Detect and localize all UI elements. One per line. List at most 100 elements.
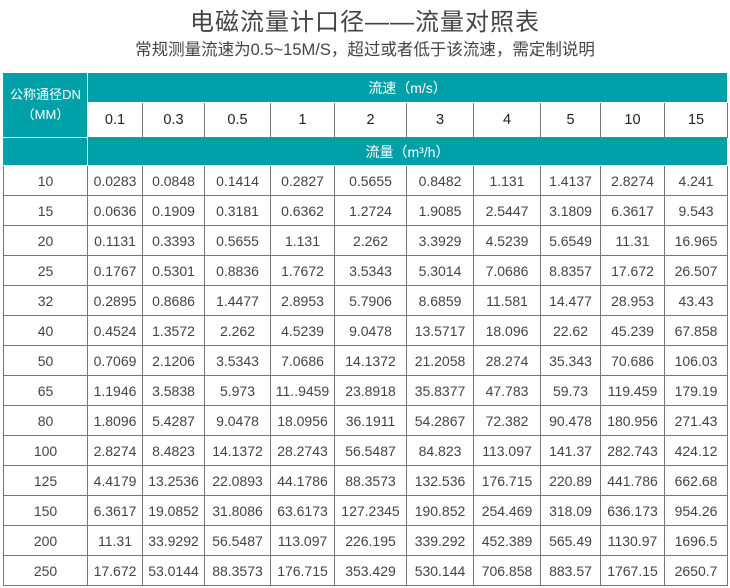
dn-cell: 32	[3, 285, 88, 316]
flow-cell: 19.0852	[142, 495, 205, 526]
flow-cell: 132.536	[406, 465, 474, 496]
speed-cell: 4	[473, 102, 541, 138]
dn-cell: 125	[3, 465, 88, 496]
flow-cell: 0.6362	[270, 195, 335, 226]
flow-cell: 88.3573	[204, 555, 271, 586]
flow-cell: 11.31	[600, 225, 665, 256]
flow-cell: 176.715	[270, 555, 335, 586]
table-row: 50 0.7069 2.1206 3.5343 7.0686 14.1372 21.2058…	[3, 345, 729, 376]
flow-cell: 8.4823	[142, 435, 205, 466]
flow-cell: 17.672	[87, 555, 143, 586]
flow-cell: 3.5343	[204, 345, 271, 376]
flow-cell: 176.715	[473, 465, 541, 496]
flow-cell: 662.68	[663, 465, 729, 496]
dn-cell: 150	[3, 495, 88, 526]
flow-cell: 0.1414	[204, 165, 271, 196]
dn-cell: 25	[3, 255, 88, 286]
dn-header-line1: 公称通径DN	[10, 87, 81, 102]
dn-cell: 200	[3, 525, 88, 556]
flow-cell: 26.507	[663, 255, 729, 286]
flow-cell: 1.9085	[406, 195, 474, 226]
table-row: 65 1.1946 3.5838 5.973 11..9459 23.8918 35.837…	[3, 375, 729, 406]
dn-cell: 10	[3, 165, 88, 196]
dn-cell: 250	[3, 555, 88, 586]
dn-cell: 80	[3, 405, 88, 436]
flow-cell: 4.241	[663, 165, 729, 196]
flow-cell: 0.5301	[142, 255, 205, 286]
speed-cell: 0.1	[87, 102, 143, 138]
table-row: 150 6.3617 19.0852 31.8086 63.6173 127.2345 19…	[3, 495, 729, 526]
flow-cell: 0.1909	[142, 195, 205, 226]
flow-cell: 3.3929	[406, 225, 474, 256]
speed-cell: 10	[600, 102, 665, 138]
flow-cell: 180.956	[600, 405, 665, 436]
table-row: 200 11.31 33.9292 56.5487 113.097 226.195 339.…	[3, 525, 729, 556]
flow-cell: 4.5239	[473, 225, 541, 256]
flow-cell: 353.429	[334, 555, 407, 586]
flow-cell: 2.262	[334, 225, 407, 256]
flow-cell: 14.477	[540, 285, 601, 316]
flow-cell: 4.5239	[270, 315, 335, 346]
flow-cell: 282.743	[600, 435, 665, 466]
flow-cell: 23.8918	[334, 375, 407, 406]
flow-cell: 13.2536	[142, 465, 205, 496]
flow-cell: 1.4477	[204, 285, 271, 316]
speed-cell: 15	[663, 102, 729, 138]
flow-cell: 18.096	[473, 315, 541, 346]
table-row: 10 0.0283 0.0848 0.1414 0.2827 0.5655 0.8482 1.…	[3, 165, 729, 196]
flow-cell: 59.73	[540, 375, 601, 406]
flow-cell: 127.2345	[334, 495, 407, 526]
flow-cell: 8.6859	[406, 285, 474, 316]
flow-cell: 441.786	[600, 465, 665, 496]
flow-cell: 220.89	[540, 465, 601, 496]
flow-cell: 2.8274	[600, 165, 665, 196]
flow-cell: 21.2058	[406, 345, 474, 376]
flow-cell: 47.783	[473, 375, 541, 406]
flow-cell: 1.7672	[270, 255, 335, 286]
flow-cell: 56.5487	[334, 435, 407, 466]
dn-cell: 15	[3, 195, 88, 226]
flow-cell: 0.3181	[204, 195, 271, 226]
speed-header: 流速（m/s）	[86, 72, 729, 103]
flow-cell: 56.5487	[204, 525, 271, 556]
flow-cell: 31.8086	[204, 495, 271, 526]
flow-cell: 424.12	[663, 435, 729, 466]
speed-cell: 3	[406, 102, 474, 138]
flow-cell: 2.5447	[473, 195, 541, 226]
flow-cell: 22.62	[540, 315, 601, 346]
flow-cell: 0.0848	[142, 165, 205, 196]
flow-cell: 119.459	[600, 375, 665, 406]
flow-cell: 954.26	[663, 495, 729, 526]
flow-cell: 0.7069	[87, 345, 143, 376]
flow-cell: 84.823	[406, 435, 474, 466]
flow-cell: 0.2827	[270, 165, 335, 196]
flow-cell: 0.3393	[142, 225, 205, 256]
dn-cell: 65	[3, 375, 88, 406]
flow-cell: 9.543	[663, 195, 729, 226]
flow-cell: 1696.5	[663, 525, 729, 556]
flow-cell: 0.1767	[87, 255, 143, 286]
flow-cell: 70.686	[600, 345, 665, 376]
flow-cell: 565.49	[540, 525, 601, 556]
table-row: 15 0.0636 0.1909 0.3181 0.6362 1.2724 1.9085 2.…	[3, 195, 729, 226]
dn-cell: 20	[3, 225, 88, 256]
flow-cell: 0.1131	[87, 225, 143, 256]
flow-cell: 636.173	[600, 495, 665, 526]
dn-cell: 40	[3, 315, 88, 346]
flow-cell: 7.0686	[270, 345, 335, 376]
flow-cell: 72.382	[473, 405, 541, 436]
table-row: 125 4.4179 13.2536 22.0893 44.1786 88.3573 132…	[3, 465, 729, 496]
flow-cell: 1130.97	[600, 525, 665, 556]
flow-cell: 53.0144	[142, 555, 205, 586]
flow-cell: 3.5343	[334, 255, 407, 286]
flow-cell: 14.1372	[204, 435, 271, 466]
flow-cell: 1.8096	[87, 405, 143, 436]
flow-cell: 2.1206	[142, 345, 205, 376]
flow-cell: 271.43	[663, 405, 729, 436]
flow-cell: 2.262	[204, 315, 271, 346]
flow-cell: 2.8274	[87, 435, 143, 466]
flow-cell: 179.19	[663, 375, 729, 406]
flow-cell: 67.858	[663, 315, 729, 346]
flow-cell: 35.343	[540, 345, 601, 376]
flow-cell: 883.57	[540, 555, 601, 586]
